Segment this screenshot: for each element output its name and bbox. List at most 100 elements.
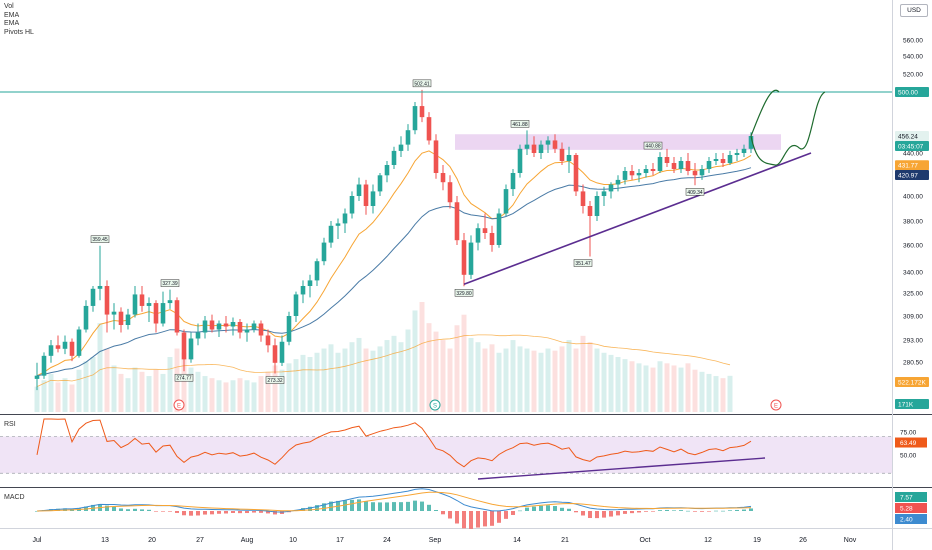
legend-vol[interactable]: Vol [4, 3, 14, 10]
legend-ema-2[interactable]: EMA [4, 20, 20, 28]
currency-button[interactable]: USD [900, 4, 928, 17]
candle-body [692, 171, 698, 176]
volume-bar [636, 363, 642, 412]
volume-bar [608, 354, 614, 412]
volume-bar [524, 348, 530, 412]
candle-body [622, 171, 628, 180]
candle-body [475, 228, 481, 243]
time-tick-label: 13 [101, 537, 109, 544]
volume-bar [132, 367, 138, 412]
macd-histogram-bar [238, 511, 242, 514]
macd-signal-line [36, 491, 752, 512]
macd-badge: 5.28 [900, 506, 913, 513]
earnings-marker: E [774, 404, 778, 410]
volume-bar [244, 380, 250, 412]
macd-badge-bg [895, 514, 927, 524]
candle-body [41, 355, 47, 376]
volume-bar [468, 337, 474, 412]
price-axis[interactable]: 600.00560.00540.00520.00500.00440.00420.… [895, 5, 929, 525]
time-axis[interactable]: Jul 13 20 27 Aug 10 17 24 Sep 14 21 Oct 12 19 26 Nov [33, 537, 857, 544]
legend-ema-1[interactable]: EMA [4, 11, 20, 19]
candle-body [349, 196, 355, 214]
volume-bar [48, 373, 54, 412]
macd-histogram-bar [133, 508, 137, 511]
volume-bar [377, 346, 383, 412]
macd-histogram-bar [658, 510, 662, 511]
candle-body [713, 159, 719, 161]
volume-bar [594, 348, 600, 412]
candle-body [377, 175, 383, 192]
candle-body [419, 106, 425, 118]
volume-bar [440, 340, 446, 412]
macd-histogram-bar [245, 511, 249, 514]
macd-histogram-bar [567, 508, 571, 511]
price-tick-label: 340.00 [903, 270, 923, 277]
macd-histogram-bar [315, 505, 319, 511]
volume-bar [62, 378, 68, 412]
pivot-label: 273.32 [267, 378, 283, 384]
rsi-label[interactable]: RSI [4, 421, 16, 428]
pivot-label-box [510, 120, 530, 128]
time-tick-label: 24 [383, 537, 391, 544]
macd-histogram-bar [399, 502, 403, 511]
pivot-label-box [685, 188, 705, 196]
volume-bar [664, 363, 670, 412]
volume-bar [356, 337, 362, 412]
time-tick-label: Sep [429, 537, 442, 544]
pivot-label: 327.39 [162, 281, 178, 287]
volume-bar [90, 357, 96, 412]
candle-body [363, 184, 369, 206]
rsi-tick-label: 75.00 [900, 429, 917, 436]
pivot-label-box [160, 279, 180, 287]
macd-histogram-bar [525, 507, 529, 511]
macd-histogram-bar [462, 511, 466, 529]
price-tick-label: 560.00 [903, 38, 923, 45]
support-trendline [463, 152, 812, 286]
candle-body [482, 228, 488, 233]
time-tick-label: 19 [753, 537, 761, 544]
macd-badge-bg [895, 503, 927, 513]
volume-bar [55, 382, 61, 412]
macd-histogram-bar [168, 511, 172, 512]
pivot-label-box [174, 373, 194, 382]
volume-bar [678, 367, 684, 412]
volume-bar [69, 384, 75, 412]
candle-body [55, 345, 61, 349]
drawn-lines [0, 89, 892, 286]
macd-histogram-bar [483, 511, 487, 527]
candlesticks[interactable] [34, 89, 754, 391]
volume-bar [104, 348, 110, 412]
candle-body [48, 345, 54, 356]
volume-bar [258, 376, 264, 412]
price-badge-bg [895, 131, 929, 141]
macd-histogram-bar [735, 509, 739, 511]
volume-bar [552, 350, 558, 412]
earnings-marker: E [177, 404, 181, 410]
projection-path-a [750, 89, 780, 137]
candle-body [230, 322, 236, 327]
candle-body [678, 161, 684, 169]
macd-label[interactable]: MACD [4, 494, 25, 501]
candle-body [384, 165, 390, 176]
candle-body [335, 223, 341, 226]
volume-bar [566, 340, 572, 412]
pivot-label-box [643, 141, 663, 150]
macd-histogram-bar [651, 511, 655, 512]
candle-body [489, 233, 495, 245]
pivot-label: 329.80 [456, 291, 472, 297]
macd-histogram-bar [581, 511, 585, 516]
supply-zone [455, 134, 781, 150]
price-badge: 431.77 [898, 163, 918, 170]
volume-bar [685, 363, 691, 412]
macd-histogram-bar [490, 511, 494, 526]
candle-body [538, 144, 544, 153]
macd-histogram-bar [539, 505, 543, 511]
macd-histogram-bar [140, 509, 144, 511]
candle-body [433, 140, 439, 173]
macd-histogram-bar [693, 511, 697, 512]
volume-bar [706, 373, 712, 412]
candle-body [286, 316, 292, 342]
legend-pivots[interactable]: Pivots HL [4, 29, 34, 37]
